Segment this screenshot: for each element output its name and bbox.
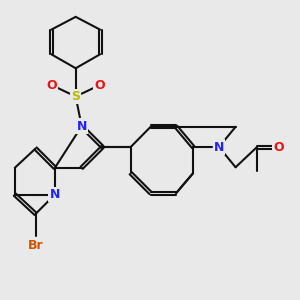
Text: N: N — [76, 120, 87, 133]
Text: Br: Br — [28, 238, 44, 252]
Text: N: N — [50, 188, 60, 201]
Text: S: S — [71, 90, 80, 103]
Text: N: N — [214, 140, 224, 154]
Text: O: O — [94, 79, 105, 92]
Text: O: O — [273, 140, 284, 154]
Text: O: O — [46, 79, 57, 92]
